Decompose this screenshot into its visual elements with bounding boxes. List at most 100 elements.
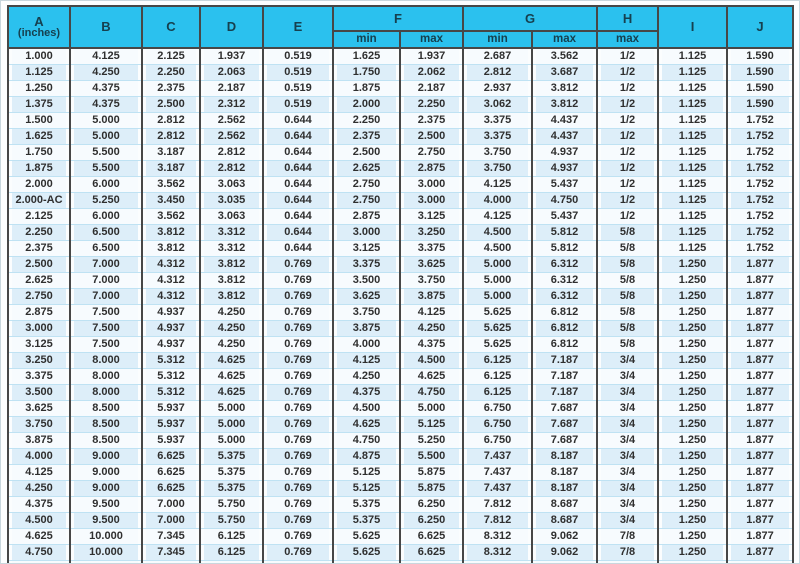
table-cell: 2.250 xyxy=(7,224,71,241)
table-row: 1.500 5.000 2.812 2.562 0.644 2.250 2.375 3.375… xyxy=(7,112,795,129)
table-cell: 3.063 xyxy=(199,176,264,193)
table-cell: 2.750 xyxy=(398,144,465,161)
table-cell: 10.000 xyxy=(69,560,143,563)
table-cell: 6.625 xyxy=(141,448,201,465)
table-cell: 1.590 xyxy=(726,80,795,97)
table-cell: 6.625 xyxy=(398,528,465,545)
table-cell: 7/8 xyxy=(596,544,660,561)
table-row: 1.375 4.375 2.500 2.312 0.519 2.000 2.250 3.062… xyxy=(7,96,795,113)
table-cell: 1.750 xyxy=(332,64,401,81)
table-cell: 3.375 xyxy=(7,368,71,385)
table-cell: 6.125 xyxy=(199,560,264,563)
col-header-a: A (inches) xyxy=(7,6,71,48)
table-cell: 3.875 xyxy=(7,432,71,449)
table-row: 3.250 8.000 5.312 4.625 0.769 4.125 4.500 6.125… xyxy=(7,352,795,369)
table-cell: 2.812 xyxy=(199,160,264,177)
table-cell: 9.000 xyxy=(69,480,143,497)
table-cell: 1/2 xyxy=(596,128,660,145)
table-row: 4.250 9.000 6.625 5.375 0.769 5.125 5.875 7.437… xyxy=(7,480,795,497)
table-cell: 6.625 xyxy=(141,464,201,481)
table-cell: 3.812 xyxy=(141,240,201,257)
table-cell: 6.750 xyxy=(462,432,534,449)
table-cell: 1.752 xyxy=(726,240,795,257)
table-cell: 4.500 xyxy=(332,400,401,417)
table-cell: 4.625 xyxy=(199,368,264,385)
table-row: 2.375 6.500 3.812 3.312 0.644 3.125 3.375 4.500… xyxy=(7,240,795,257)
table-cell: 0.769 xyxy=(262,304,334,321)
table-cell: 1.125 xyxy=(657,48,729,65)
table-cell: 1.250 xyxy=(657,384,729,401)
table-cell: 3.250 xyxy=(398,224,465,241)
table-row: 2.000 6.000 3.562 3.063 0.644 2.750 3.000 4.125… xyxy=(7,176,795,193)
table-cell: 2.375 xyxy=(7,240,71,257)
table-cell: 5/8 xyxy=(596,288,660,305)
table-cell: 1.877 xyxy=(726,320,795,337)
table-cell: 5.875 xyxy=(398,480,465,497)
table-cell: 5.500 xyxy=(69,160,143,177)
table-cell: 1.877 xyxy=(726,464,795,481)
table-cell: 4.625 xyxy=(398,368,465,385)
table-cell: 5.312 xyxy=(141,352,201,369)
table-row: 4.375 9.500 7.000 5.750 0.769 5.375 6.250 7.812… xyxy=(7,496,795,513)
table-cell: 2.500 xyxy=(332,144,401,161)
table-cell: 5.375 xyxy=(199,480,264,497)
table-cell: 8.187 xyxy=(531,464,599,481)
table-cell: 2.062 xyxy=(398,64,465,81)
table-cell: 1.250 xyxy=(657,560,729,563)
table-cell: 2.750 xyxy=(332,192,401,209)
dimension-table: A (inches) B C D E F G H I J min max min… xyxy=(7,5,795,563)
table-cell: 1.250 xyxy=(657,272,729,289)
table-cell: 0.769 xyxy=(262,432,334,449)
table-cell: 1.752 xyxy=(726,224,795,241)
table-cell: 9.062 xyxy=(531,560,599,563)
table-row: 3.000 7.500 4.937 4.250 0.769 3.875 4.250 5.625… xyxy=(7,320,795,337)
table-cell: 4.125 xyxy=(398,304,465,321)
col-header-d: D xyxy=(199,6,264,48)
table-cell: 1.250 xyxy=(657,320,729,337)
table-cell: 1.250 xyxy=(7,80,71,97)
table-cell: 0.769 xyxy=(262,352,334,369)
table-cell: 0.769 xyxy=(262,496,334,513)
table-cell: 3.000 xyxy=(398,192,465,209)
table-cell: 5.750 xyxy=(199,512,264,529)
table-cell: 4.937 xyxy=(141,304,201,321)
table-cell: 2.875 xyxy=(7,304,71,321)
table-cell: 5.937 xyxy=(141,400,201,417)
table-cell: 8.000 xyxy=(69,352,143,369)
table-cell: 5.125 xyxy=(332,480,401,497)
table-cell: 3/4 xyxy=(596,400,660,417)
table-cell: 3.562 xyxy=(531,48,599,65)
table-cell: 3.625 xyxy=(398,256,465,273)
table-cell: 7.437 xyxy=(462,448,534,465)
table-cell: 6.312 xyxy=(531,256,599,273)
table-cell: 1.125 xyxy=(657,80,729,97)
table-cell: 2.000 xyxy=(7,176,71,193)
table-cell: 3/4 xyxy=(596,384,660,401)
table-cell: 1.125 xyxy=(657,112,729,129)
table-row: 4.000 9.000 6.625 5.375 0.769 4.875 5.500 7.437… xyxy=(7,448,795,465)
table-cell: 9.000 xyxy=(69,464,143,481)
table-cell: 5.000 xyxy=(199,432,264,449)
table-cell: 8.500 xyxy=(69,432,143,449)
col-header-b: B xyxy=(69,6,143,48)
table-cell: 4.875 xyxy=(332,448,401,465)
table-cell: 1.125 xyxy=(657,128,729,145)
subheader-h-max: max xyxy=(596,30,660,48)
table-cell: 8.687 xyxy=(531,512,599,529)
table-cell: 5/8 xyxy=(596,224,660,241)
table-cell: 9.062 xyxy=(531,528,599,545)
table-cell: 4.000 xyxy=(332,336,401,353)
table-cell: 6.812 xyxy=(531,304,599,321)
table-row: 2.625 7.000 4.312 3.812 0.769 3.500 3.750 5.000… xyxy=(7,272,795,289)
table-cell: 1/2 xyxy=(596,176,660,193)
table-cell: 6.312 xyxy=(531,272,599,289)
table-cell: 1.877 xyxy=(726,336,795,353)
table-cell: 4.125 xyxy=(462,176,534,193)
table-cell: 1.375 xyxy=(7,96,71,113)
table-cell: 7.187 xyxy=(531,368,599,385)
table-cell: 3.750 xyxy=(462,160,534,177)
table-row: 2.750 7.000 4.312 3.812 0.769 3.625 3.875 5.000… xyxy=(7,288,795,305)
table-row: 4.750 10.000 7.345 6.125 0.769 5.625 6.625 8.31… xyxy=(7,544,795,561)
table-cell: 6.312 xyxy=(531,288,599,305)
